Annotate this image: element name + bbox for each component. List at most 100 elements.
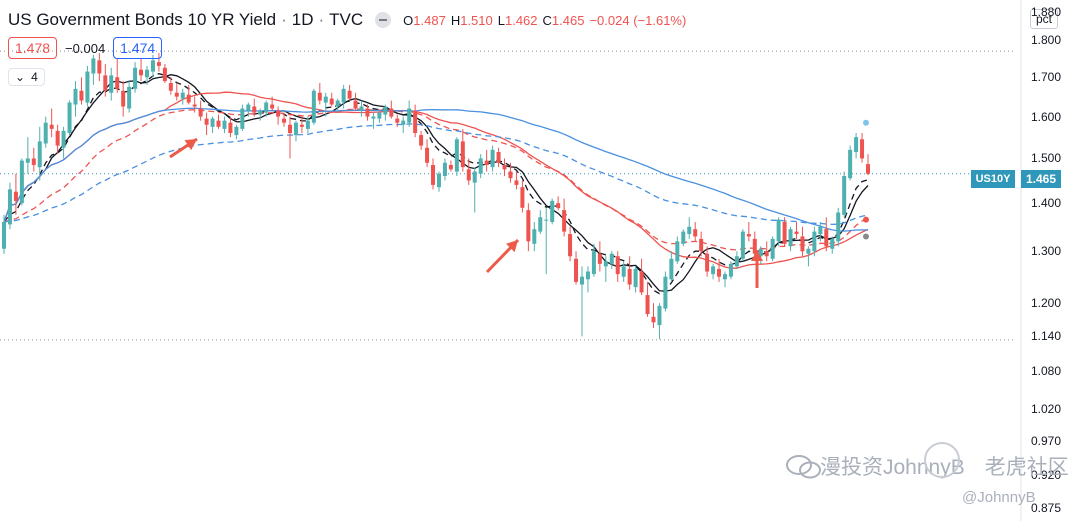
y-tick-label: 1.200 xyxy=(1031,296,1062,311)
marker-dot xyxy=(863,119,869,126)
candle-body xyxy=(806,248,811,254)
candle-body xyxy=(305,120,310,129)
y-tick-label: 1.500 xyxy=(1031,151,1062,166)
y-tick-label: 1.400 xyxy=(1031,196,1062,211)
candle-body xyxy=(341,88,346,103)
horizontal-lines xyxy=(0,50,1015,341)
candle-body xyxy=(711,266,716,275)
candle-body xyxy=(347,90,352,99)
candle-body xyxy=(687,226,692,235)
candle-body xyxy=(651,316,656,323)
annotation-arrow xyxy=(751,250,763,288)
candle-body xyxy=(150,60,155,72)
candle-body xyxy=(657,305,662,326)
high-value: 1.510 xyxy=(460,12,493,28)
candle-body xyxy=(174,92,179,97)
y-tick-label: 1.300 xyxy=(1031,244,1062,259)
candle-body xyxy=(568,234,573,257)
candle-body xyxy=(127,86,132,109)
last-price-label: 1.465 xyxy=(1021,170,1061,188)
candle-body xyxy=(782,221,787,244)
candle-body xyxy=(311,90,316,123)
candle-body xyxy=(276,110,281,117)
candle-body xyxy=(37,141,42,168)
candles xyxy=(2,52,870,340)
candle-body xyxy=(377,112,382,119)
candle-body xyxy=(860,139,865,159)
candle-body xyxy=(621,266,626,277)
candle-body xyxy=(472,171,477,183)
candle-body xyxy=(162,67,167,82)
arrow-head xyxy=(184,139,197,151)
candle-body xyxy=(448,164,453,170)
candle-body xyxy=(800,236,805,252)
indicator-value-blue[interactable]: 1.474 xyxy=(113,37,163,59)
indicator-value-red[interactable]: 1.478 xyxy=(8,37,58,59)
candle-body xyxy=(31,158,36,165)
candle-body xyxy=(383,106,388,115)
candle-body xyxy=(431,164,436,185)
candle-body xyxy=(663,276,668,309)
candle-body xyxy=(830,238,835,249)
separator: · xyxy=(318,10,325,29)
candle-body xyxy=(133,67,138,89)
candle-body xyxy=(323,96,328,103)
candle-body xyxy=(139,69,144,76)
y-tick-label: 0.875 xyxy=(1031,501,1062,515)
candle-body xyxy=(103,75,108,91)
watermark-handle: @JohnnyB xyxy=(962,489,1036,506)
indicator-row: 1.478 −0.004 1.474 xyxy=(8,37,163,59)
candle-body xyxy=(329,98,334,105)
candle-body xyxy=(335,100,340,107)
candle-body xyxy=(240,108,245,129)
candle-body xyxy=(842,175,847,215)
y-tick-label: 1.140 xyxy=(1031,329,1062,344)
last-symbol-label: US10Y xyxy=(971,170,1015,188)
candle-body xyxy=(526,210,531,242)
hide-icon[interactable] xyxy=(375,12,392,28)
candle-body xyxy=(210,118,215,127)
marker-dot xyxy=(863,233,869,240)
candle-body xyxy=(514,180,519,185)
candle-body xyxy=(204,118,209,125)
ma-blue-dashed xyxy=(3,123,869,226)
candle-body xyxy=(61,130,66,148)
candle-body xyxy=(740,231,745,259)
candle-body xyxy=(585,271,590,280)
candle-body xyxy=(776,219,781,242)
candle-body xyxy=(180,92,185,99)
unit-button[interactable]: pct xyxy=(1030,9,1059,29)
candle-body xyxy=(216,120,221,127)
candle-body xyxy=(609,253,614,264)
candle-body xyxy=(19,160,24,204)
candle-body xyxy=(764,251,769,257)
candle-body xyxy=(717,268,722,277)
y-tick-label: 1.080 xyxy=(1031,364,1062,379)
candle-body xyxy=(282,118,287,123)
candle-body xyxy=(538,217,543,232)
candle-body xyxy=(556,203,561,208)
candle-body xyxy=(639,271,644,293)
candle-body xyxy=(2,221,6,249)
candle-body xyxy=(722,274,727,280)
candle-body xyxy=(520,187,525,208)
symbol-title[interactable]: US Government Bonds 10 YR Yield xyxy=(8,10,277,29)
candle-body xyxy=(699,238,704,252)
candle-body xyxy=(365,108,370,117)
indicators-toggle[interactable]: ⌄ 4 xyxy=(8,68,45,86)
candle-body xyxy=(454,139,459,172)
y-tick-label: 1.800 xyxy=(1031,33,1062,48)
candle-body xyxy=(258,110,263,115)
candle-body xyxy=(264,102,269,113)
candle-body xyxy=(436,173,441,188)
candle-body xyxy=(192,104,197,107)
ma-red-dashed xyxy=(3,108,869,251)
candle-body xyxy=(478,158,483,174)
candle-body xyxy=(746,234,751,237)
ma-red-solid xyxy=(3,91,869,269)
y-tick-label: 1.600 xyxy=(1031,109,1062,124)
interval-label[interactable]: 1D xyxy=(291,10,314,29)
candle-body xyxy=(109,75,114,93)
indicator-change: −0.004 xyxy=(65,40,106,56)
